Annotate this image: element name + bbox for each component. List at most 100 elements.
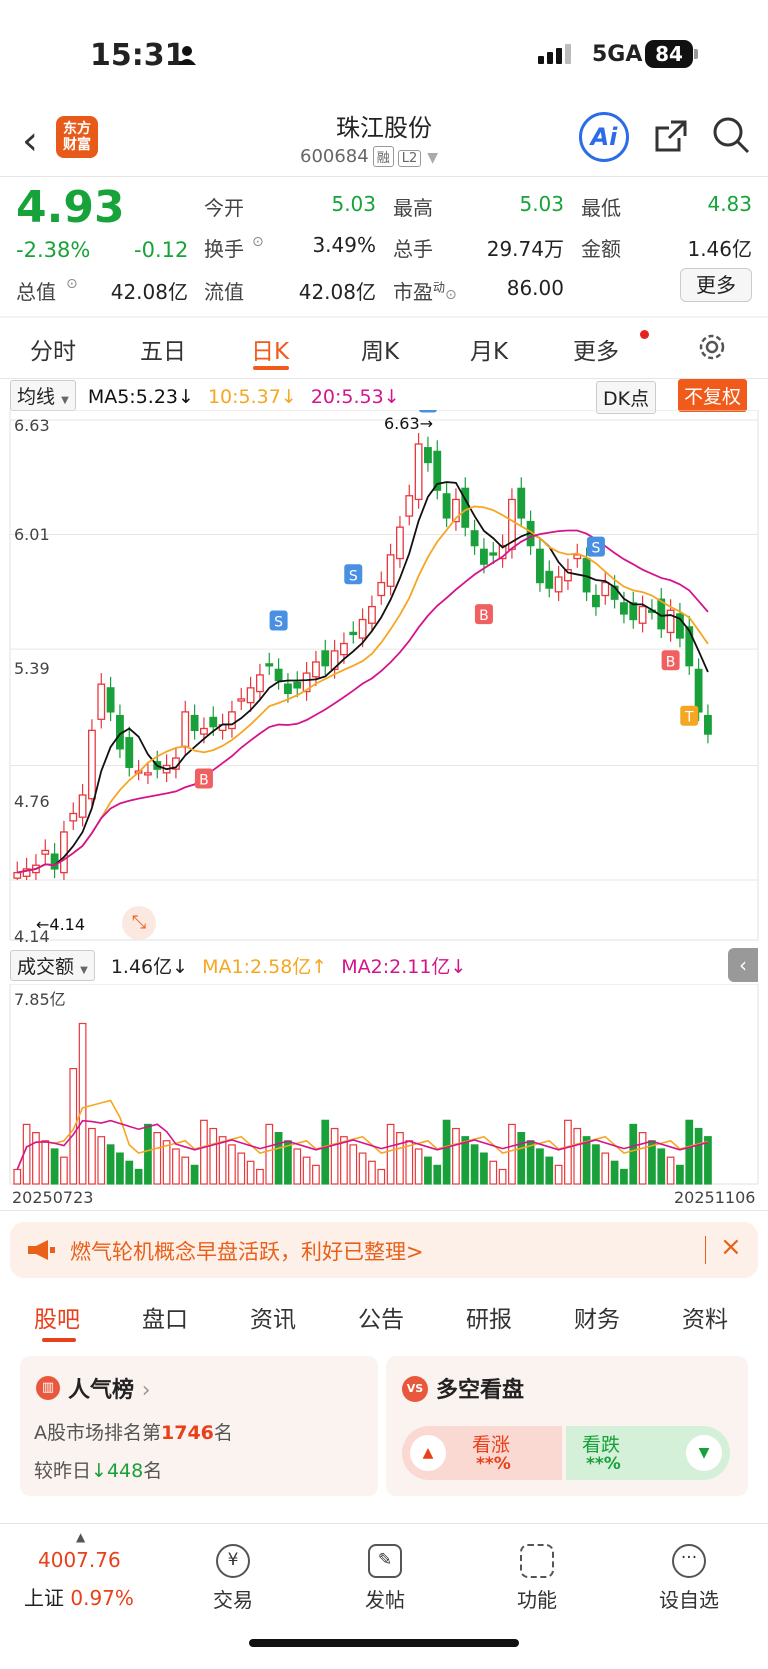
- volume-bar: [620, 1168, 628, 1185]
- tab-weekly-k[interactable]: 周K: [361, 339, 400, 365]
- kline-chart[interactable]: B S S S B S B T: [0, 410, 768, 945]
- ma-legend: 均线 ▼ MA5:5.23↓ 10:5.37↓ 20:5.53↓: [10, 380, 400, 411]
- close-icon[interactable]: ×: [720, 1232, 742, 1262]
- news-banner[interactable]: 燃气轮机概念早盘活跃，利好已整理> ×: [10, 1222, 758, 1278]
- signal-marker-label: B: [199, 773, 209, 789]
- candle: [573, 554, 582, 560]
- nav-trade[interactable]: ¥ 交易: [188, 1544, 278, 1613]
- megaphone-icon: [28, 1240, 55, 1260]
- down-arrow-icon: ↓: [383, 386, 400, 408]
- candle: [302, 672, 311, 693]
- volume-bar: [60, 1156, 68, 1185]
- tab-news[interactable]: 资讯: [250, 1307, 296, 1333]
- turnover-label: 换手: [204, 237, 244, 261]
- volume-bar: [144, 1123, 152, 1185]
- nav-post[interactable]: ✎ 发帖: [340, 1544, 430, 1613]
- ma10-label: 10:5.37: [207, 386, 281, 408]
- volume-bar: [181, 1156, 190, 1185]
- index-value[interactable]: 4007.76: [38, 1548, 121, 1572]
- bearish-value: **%: [586, 1454, 621, 1474]
- candle: [13, 871, 22, 879]
- signal-marker: [474, 604, 493, 625]
- popularity-title-text: 人气榜: [68, 1378, 135, 1403]
- candle: [377, 581, 386, 597]
- period-tabs: 分时 五日 日K 周K 月K 更多: [0, 320, 768, 378]
- tab-daily-k[interactable]: 日K: [251, 339, 290, 365]
- ma-select[interactable]: 均线 ▼: [10, 380, 76, 411]
- volume-bar: [340, 1136, 348, 1185]
- back-icon[interactable]: ‹: [22, 118, 38, 164]
- nav-trade-label: 交易: [213, 1588, 253, 1612]
- signal-marker: [680, 705, 699, 726]
- down-arrow-icon: ↓: [91, 1460, 107, 1482]
- no-adjust-button[interactable]: 不复权: [678, 379, 748, 412]
- ma10-line: [17, 505, 709, 874]
- candle: [414, 443, 423, 501]
- chart-frame: [9, 410, 759, 941]
- tab-monthly-k[interactable]: 月K: [470, 339, 509, 365]
- info-icon[interactable]: ⊙: [66, 276, 78, 292]
- index-percent: 0.97%: [70, 1586, 134, 1610]
- stock-code-row[interactable]: 600684 融 L2 ▼: [300, 146, 438, 167]
- signal-marker-label: S: [423, 410, 432, 412]
- up-triangle-icon: ▲: [410, 1435, 446, 1471]
- volume-bar: [368, 1160, 376, 1185]
- tab-guba[interactable]: 股吧: [34, 1307, 80, 1333]
- candle: [228, 711, 236, 730]
- battery-icon: 84: [645, 40, 693, 68]
- tab-more[interactable]: 更多: [573, 339, 619, 365]
- signal-marker: [344, 564, 363, 585]
- candle: [386, 554, 395, 587]
- tab-finance[interactable]: 财务: [574, 1307, 620, 1333]
- tab-five-day[interactable]: 五日: [140, 339, 186, 365]
- tab-announcements[interactable]: 公告: [358, 1307, 404, 1333]
- volume-select[interactable]: 成交额 ▼: [10, 950, 95, 981]
- candle: [237, 698, 246, 702]
- tab-research[interactable]: 研报: [466, 1307, 512, 1333]
- ma5-line: [17, 481, 709, 874]
- signal-icon: [538, 44, 574, 64]
- down-arrow-icon: ↓: [178, 386, 194, 408]
- volume-bar: [293, 1148, 302, 1185]
- candle: [564, 568, 572, 582]
- volume-max-label: 7.85亿: [14, 990, 66, 1009]
- volume-bar: [676, 1164, 684, 1185]
- candle: [489, 552, 498, 556]
- tab-pankou[interactable]: 盘口: [142, 1307, 188, 1333]
- market-cap-value: 42.08亿: [110, 280, 188, 304]
- rank-change-suffix: 名: [143, 1460, 163, 1482]
- index-line[interactable]: 上证 0.97%: [24, 1582, 134, 1611]
- candle: [312, 661, 320, 678]
- signal-marker-label: S: [274, 614, 283, 630]
- notification-dot: [640, 330, 649, 339]
- candle: [461, 487, 470, 528]
- volume-chart[interactable]: [0, 984, 768, 1186]
- bearish-button[interactable]: 看跌 **% ▼: [566, 1426, 730, 1480]
- ai-button[interactable]: Ai: [579, 112, 629, 162]
- nav-functions[interactable]: 功能: [492, 1544, 582, 1613]
- low-marker-text: 4.14: [49, 915, 86, 934]
- candle: [638, 605, 647, 624]
- dk-point-button[interactable]: DK点: [596, 381, 657, 414]
- tab-intraday[interactable]: 分时: [30, 339, 76, 365]
- volume-bar: [265, 1123, 274, 1185]
- candle: [265, 663, 274, 667]
- bullish-button[interactable]: ▲ 看涨 **%: [402, 1426, 562, 1480]
- search-icon[interactable]: [710, 114, 752, 156]
- tab-profile[interactable]: 资料: [682, 1307, 728, 1333]
- long-short-card[interactable]: VS 多空看盘 ▲ 看涨 **% 看跌 **% ▼: [386, 1356, 748, 1496]
- collapse-panel-button[interactable]: ‹: [728, 948, 758, 982]
- info-icon[interactable]: ⊙: [252, 234, 264, 250]
- gear-icon[interactable]: [697, 332, 727, 362]
- down-arrow-icon: ↓: [172, 956, 189, 978]
- info-icon[interactable]: ⊙: [445, 287, 457, 303]
- volume-bar: [526, 1140, 535, 1185]
- volume-bar: [125, 1160, 134, 1185]
- more-button[interactable]: 更多: [680, 268, 752, 302]
- popularity-card[interactable]: ▥ 人气榜 › A股市场排名第1746名 较昨日↓448名: [20, 1356, 378, 1496]
- volume-bar: [377, 1168, 386, 1185]
- share-icon[interactable]: [651, 116, 691, 156]
- expand-icon[interactable]: ⤡: [122, 906, 156, 940]
- signal-marker: [661, 650, 680, 671]
- nav-add-watchlist[interactable]: ··· 设自选: [644, 1544, 734, 1613]
